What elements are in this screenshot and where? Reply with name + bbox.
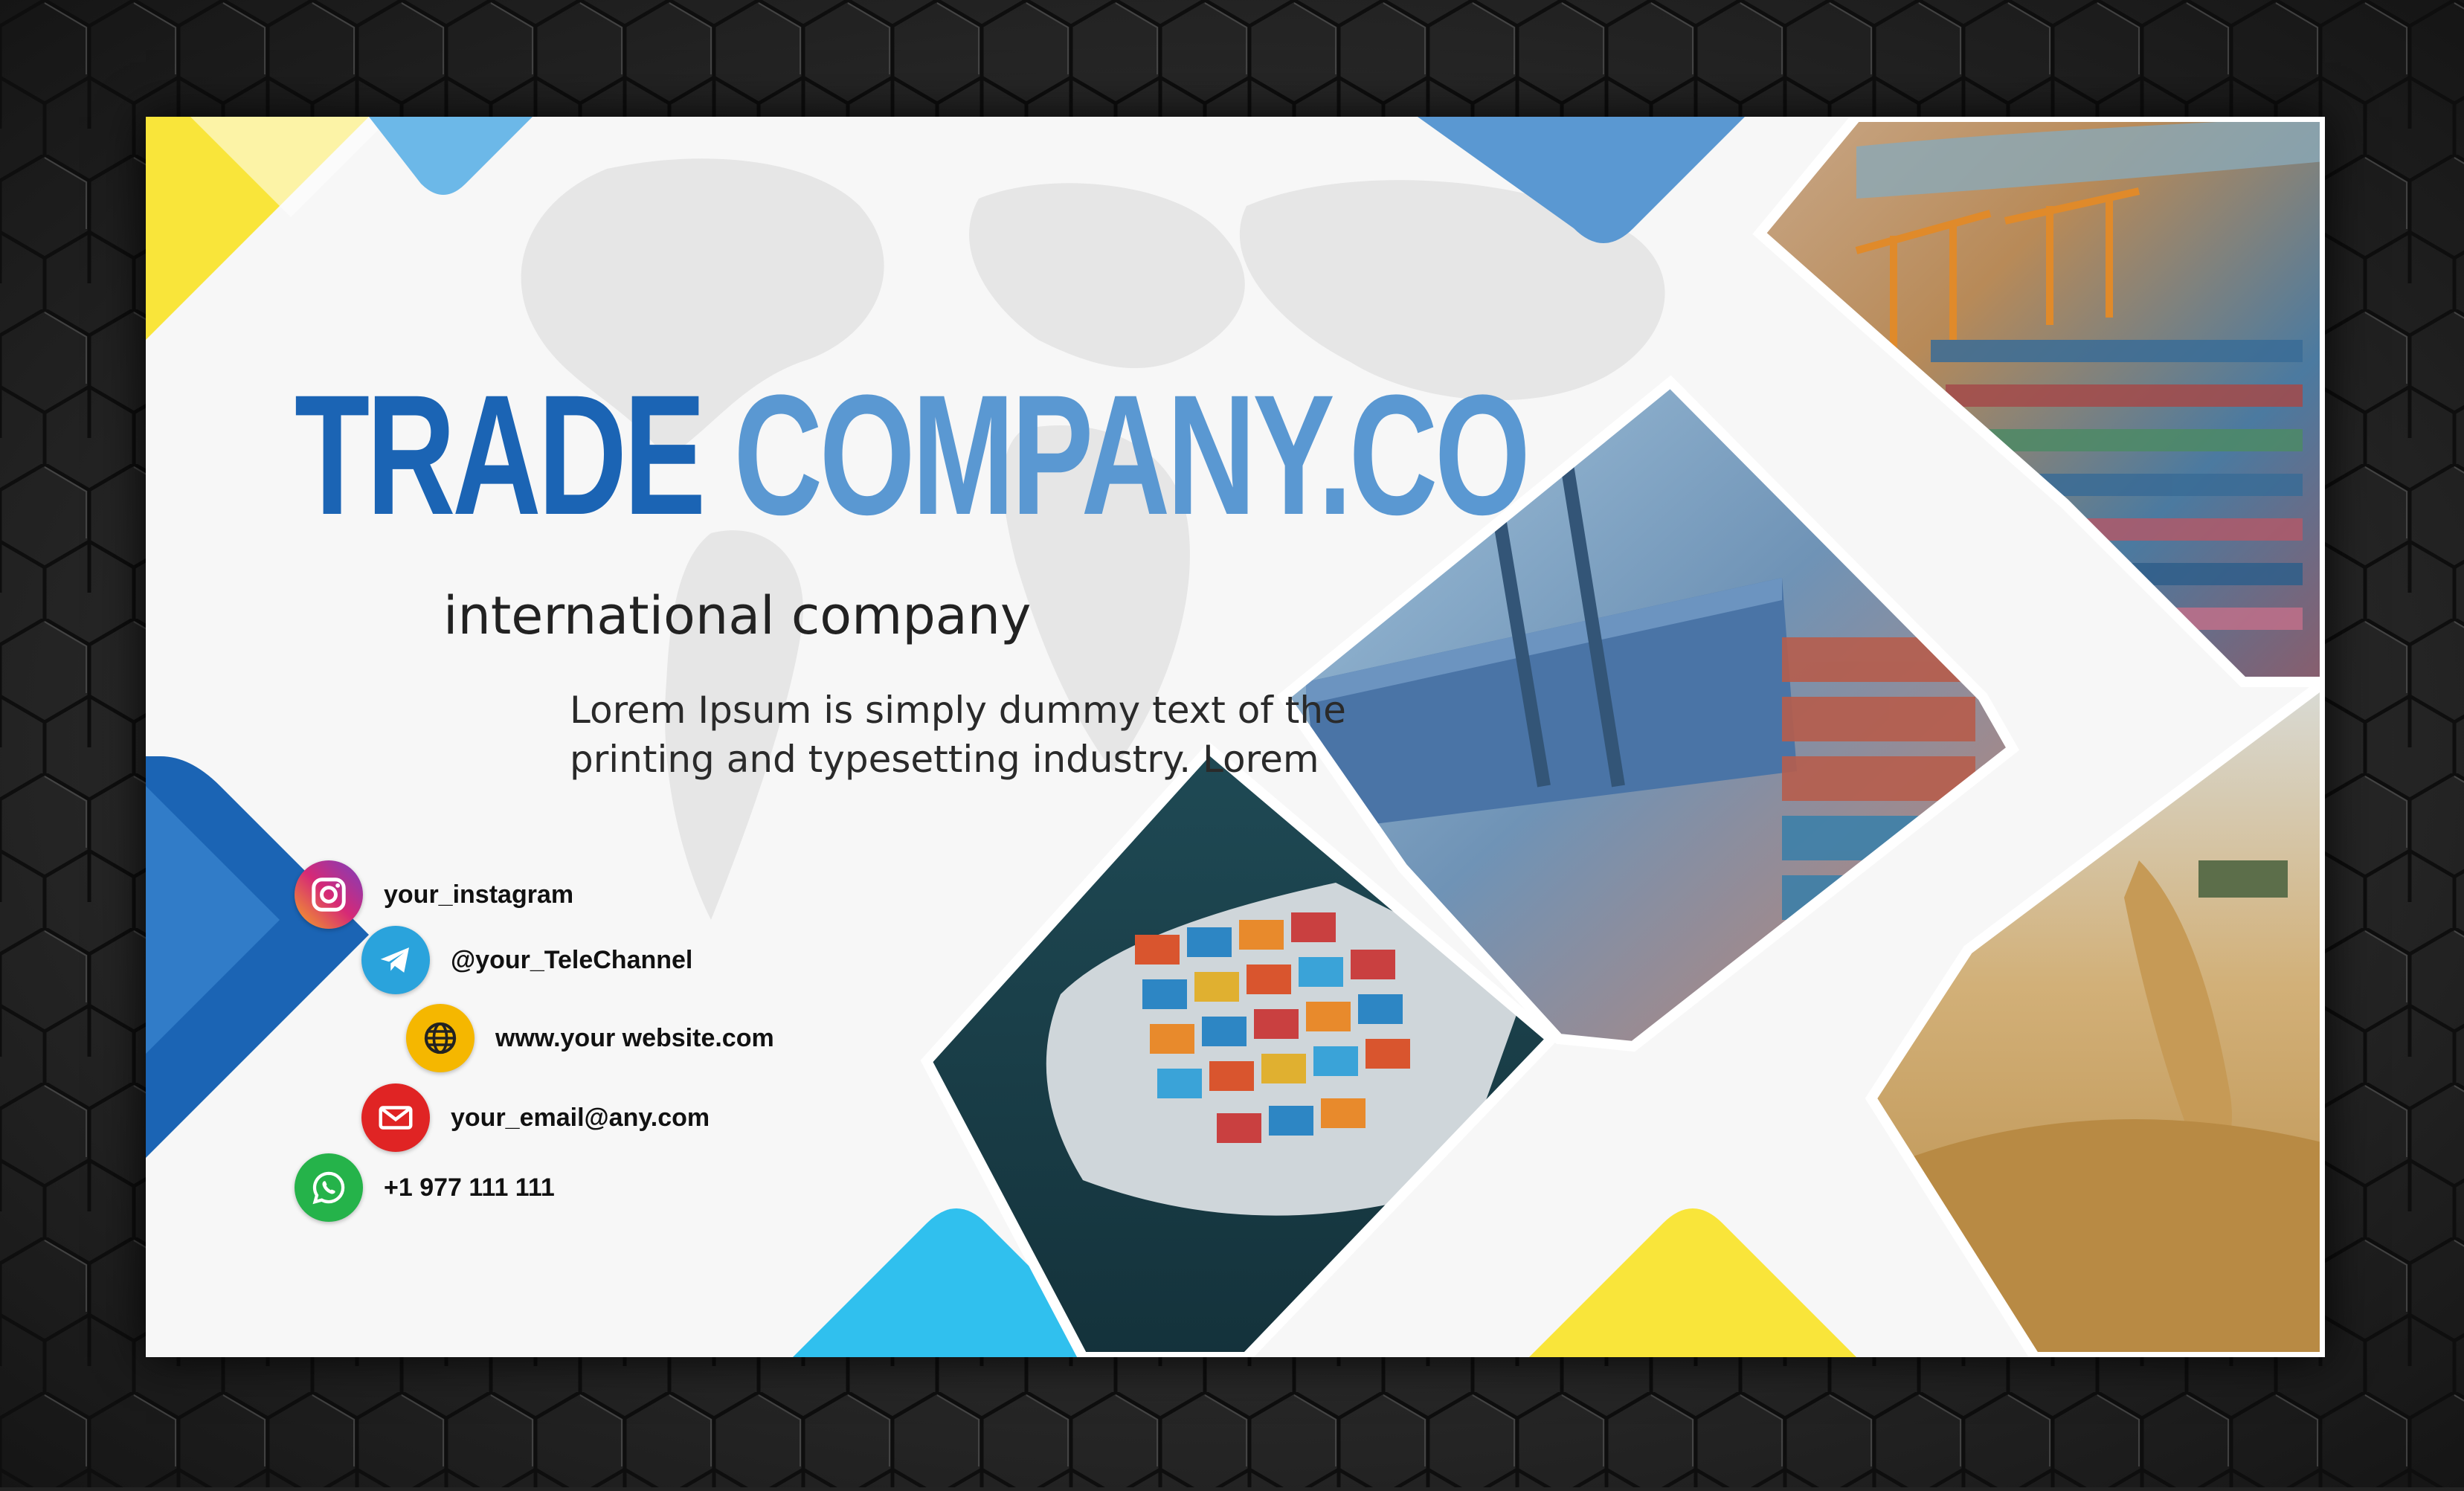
contact-phone[interactable]: +1 977 111 111 xyxy=(295,1153,555,1222)
title-part-company: COMPANY.CO xyxy=(733,359,1530,550)
instagram-handle: your_instagram xyxy=(384,880,574,909)
cyan-top-shape xyxy=(369,117,533,195)
business-banner-card: TRADE COMPANY.CO international company L… xyxy=(146,117,2325,1357)
contact-website[interactable]: www.your website.com xyxy=(406,1004,774,1072)
contact-telegram[interactable]: @your_TeleChannel xyxy=(361,926,692,994)
contact-instagram[interactable]: your_instagram xyxy=(295,860,573,929)
contact-email[interactable]: your_email@any.com xyxy=(361,1083,710,1152)
yellow-bottom-diamond xyxy=(1529,1208,1856,1357)
email-address: your_email@any.com xyxy=(451,1103,710,1132)
telegram-channel: @your_TeleChannel xyxy=(451,945,693,974)
blue-top-diamond xyxy=(1418,117,1745,243)
banner-graphics xyxy=(146,117,2325,1357)
website-url: www.your website.com xyxy=(495,1023,774,1052)
mail-icon xyxy=(361,1083,430,1152)
company-description: Lorem Ipsum is simply dummy text of the … xyxy=(570,689,1346,781)
telegram-icon xyxy=(361,926,430,994)
company-subtitle: international company xyxy=(443,585,1032,646)
instagram-icon xyxy=(295,860,363,929)
company-title: TRADE COMPANY.CO xyxy=(295,370,1531,541)
phone-number: +1 977 111 111 xyxy=(384,1173,555,1202)
title-part-trade: TRADE xyxy=(295,359,706,550)
globe-icon xyxy=(406,1004,475,1072)
cyan-bottom-diamond xyxy=(793,1208,1120,1357)
whatsapp-icon xyxy=(295,1153,363,1222)
